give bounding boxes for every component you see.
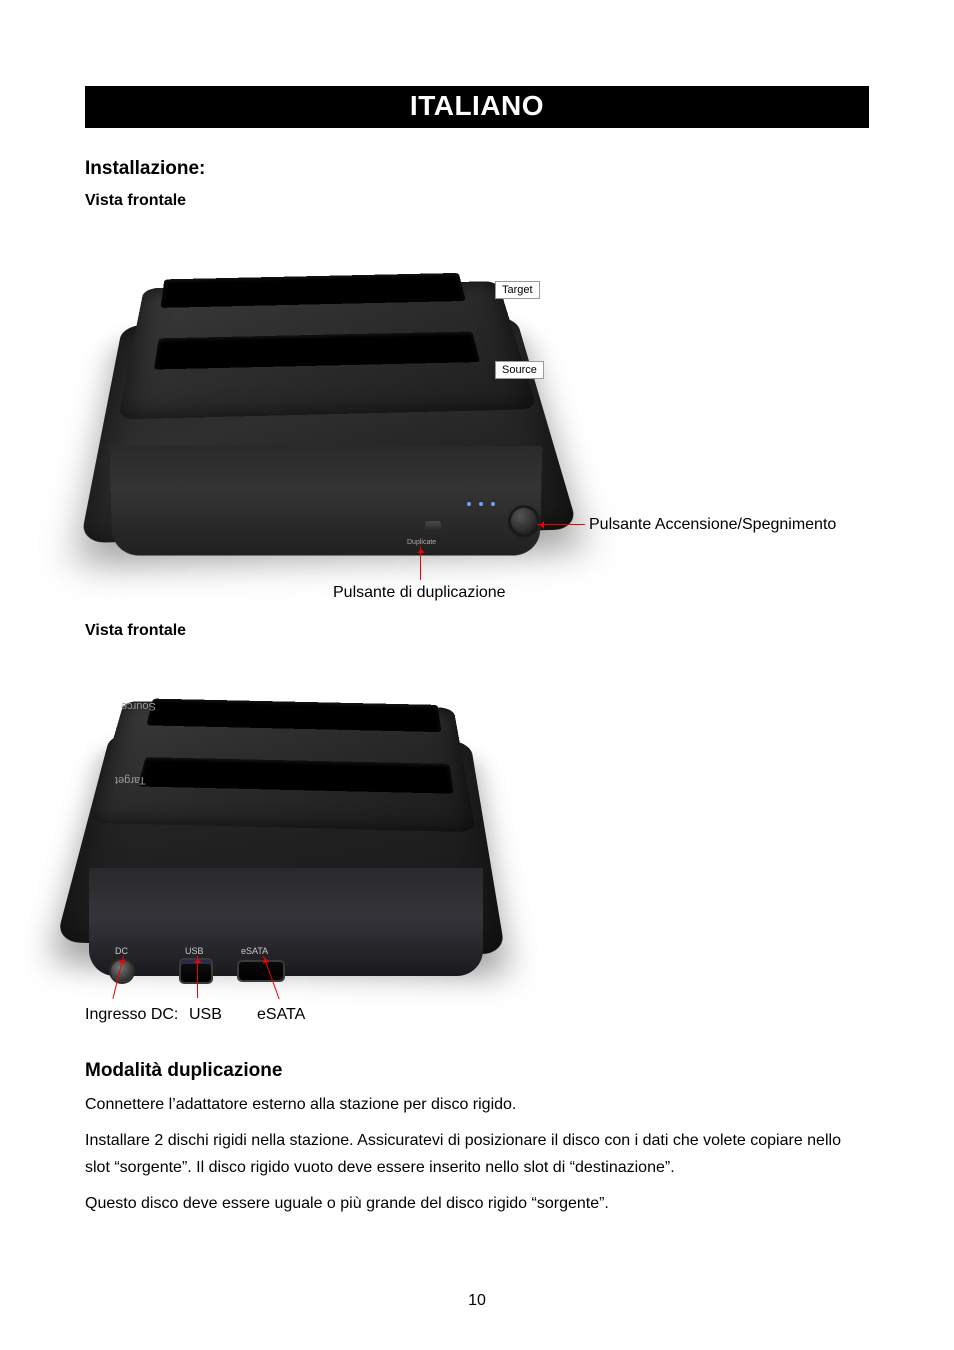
heading-vista-frontale-2: Vista frontale — [85, 622, 869, 640]
arrow-to-duplicate — [420, 546, 421, 580]
dock-front-illustration: Duplicate Target Source — [105, 226, 575, 586]
power-button-graphic — [511, 508, 537, 534]
caption-power-button: Pulsante Accensione/Spegnimento — [589, 516, 836, 534]
slot-label-target: Target — [495, 281, 540, 299]
figure-front-view: Duplicate Target Source Pulsante Accensi… — [85, 226, 869, 586]
port-usb-graphic — [181, 960, 211, 982]
caption-esata: eSATA — [257, 1006, 305, 1024]
slot-label-source: Source — [495, 361, 544, 379]
arrow-to-usb — [197, 956, 198, 998]
caption-dc: Ingresso DC: — [85, 1006, 178, 1024]
dock-rear-illustration: Source Target DC USB eSATA Ingresso DC: … — [85, 656, 495, 1026]
heading-installazione: Installazione: — [85, 158, 869, 180]
duplicate-button-graphic — [425, 521, 441, 532]
caption-duplicate-button: Pulsante di duplicazione — [333, 584, 506, 602]
paragraph-2: Installare 2 dischi rigidi nella stazion… — [85, 1128, 869, 1181]
port-esata-graphic — [239, 962, 283, 980]
arrow-to-power — [537, 524, 585, 525]
paragraph-3: Questo disco deve essere uguale o più gr… — [85, 1191, 869, 1217]
page-number: 10 — [0, 1292, 954, 1310]
figure-rear-view: Source Target DC USB eSATA Ingresso DC: … — [85, 656, 869, 1026]
heading-modalita-duplicazione: Modalità duplicazione — [85, 1060, 869, 1082]
language-banner: ITALIANO — [85, 86, 869, 128]
slot-label-source-rear: Source — [121, 700, 156, 712]
caption-usb: USB — [189, 1006, 222, 1024]
status-leds — [467, 502, 495, 506]
heading-vista-frontale-1: Vista frontale — [85, 192, 869, 210]
paragraph-1: Connettere l’adattatore esterno alla sta… — [85, 1092, 869, 1118]
slot-label-target-rear: Target — [115, 774, 146, 786]
